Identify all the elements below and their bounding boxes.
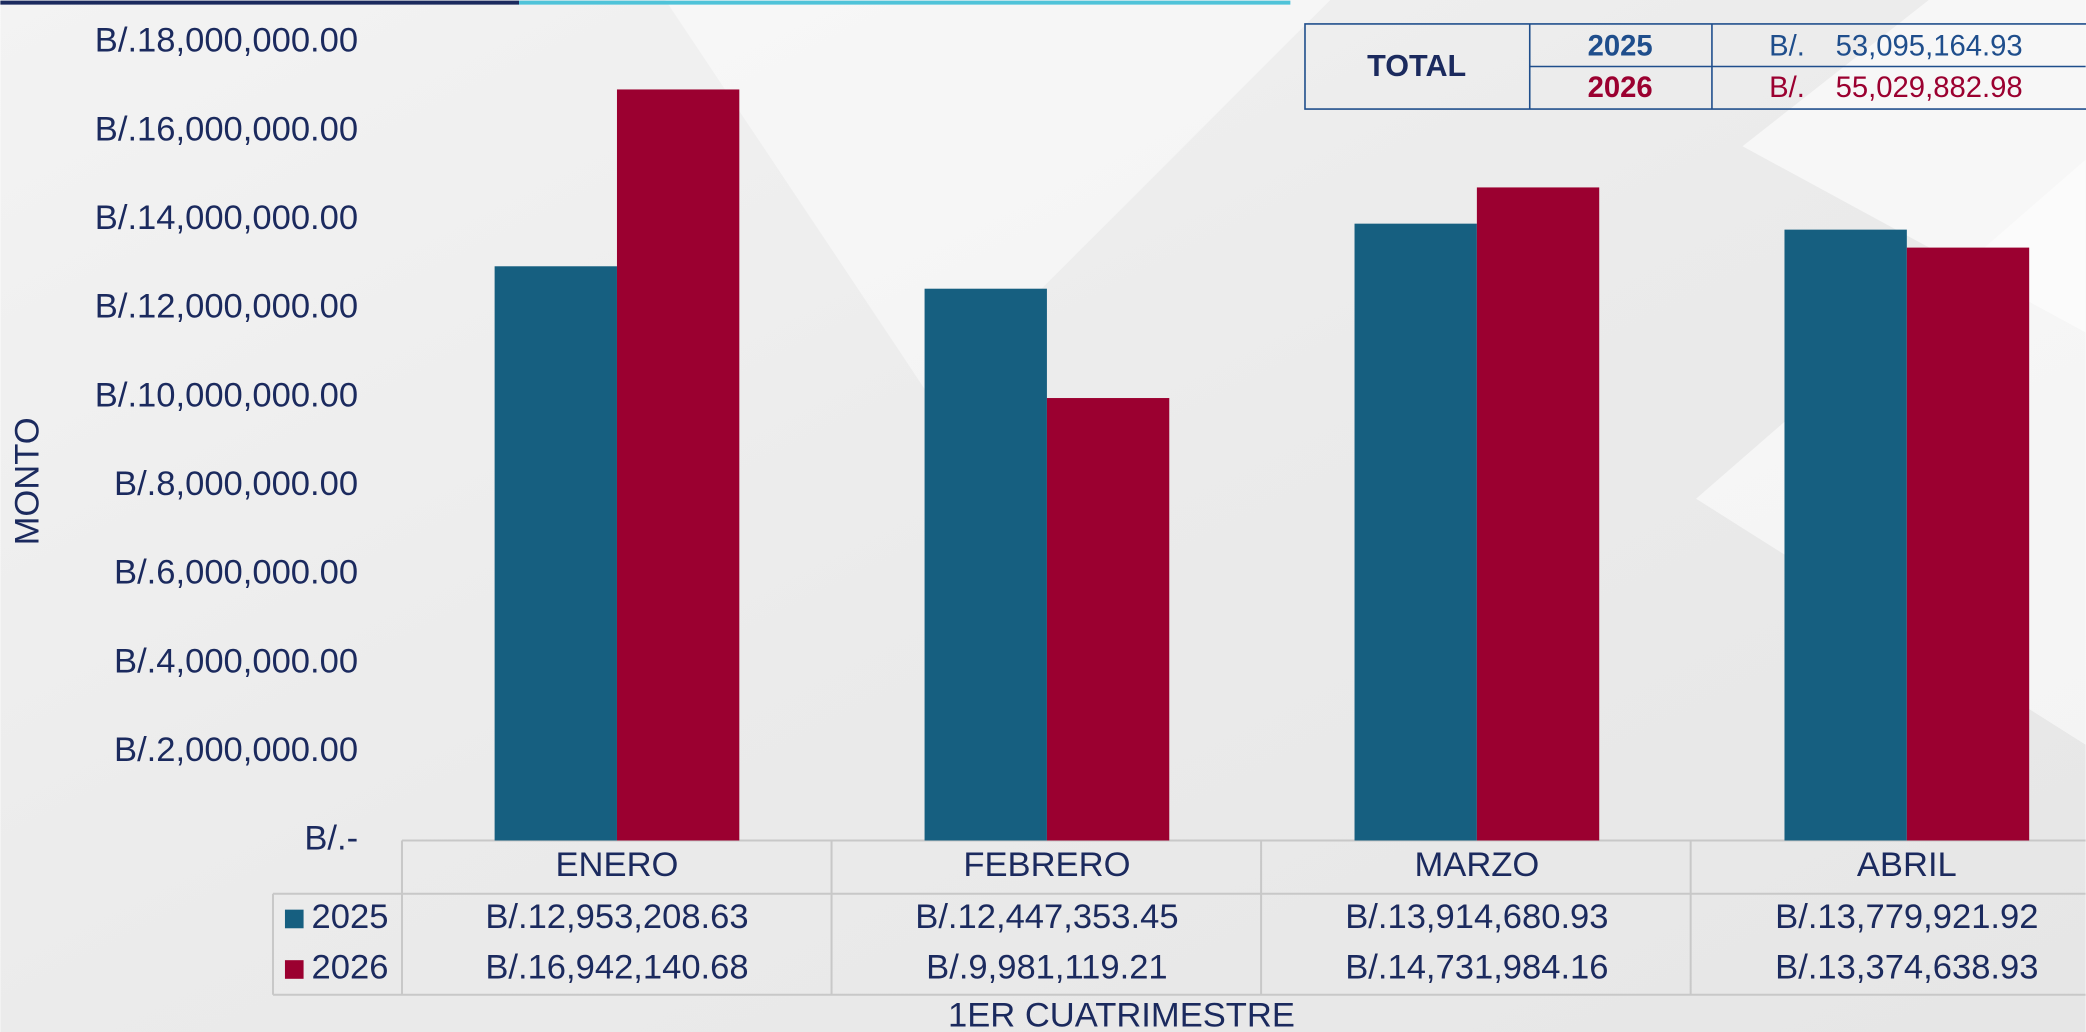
total-amount: 53,095,164.93 [1836,31,2023,63]
data-table-value: B/.12,447,353.45 [915,898,1178,936]
legend-label: 2025 [312,898,389,936]
x-tick-label: MARZO [1414,846,1539,884]
total-table: TOTAL 2025 2026 B/. 53,095,164.93 B/. 55… [1304,23,2086,110]
legend-swatch [284,960,304,979]
total-year: 2025 [1588,31,1653,63]
bar [616,89,740,841]
data-table-value: B/.13,374,638.93 [1775,949,2038,987]
legend-label: 2026 [312,949,389,987]
data-table-value: B/.13,914,680.93 [1345,898,1608,936]
y-tick-label: B/.12,000,000.00 [95,288,358,326]
y-tick-label: B/.8,000,000.00 [114,465,358,503]
y-tick-label: B/.6,000,000.00 [114,554,358,592]
total-currency: B/. [1769,72,1805,104]
y-tick-label: B/.2,000,000.00 [114,731,358,769]
x-tick-label: ABRIL [1857,846,1957,884]
bar [924,288,1047,841]
total-currency: B/. [1769,31,1805,63]
y-tick-label: B/.4,000,000.00 [114,642,358,680]
data-table-value: B/.9,981,119.21 [926,949,1168,987]
legend-swatch [284,909,304,929]
bar [1354,223,1477,841]
y-axis-title: MONTO [9,417,47,545]
total-label: TOTAL [1367,49,1466,83]
x-tick-label: FEBRERO [963,846,1130,884]
y-tick-label: B/.- [304,820,358,858]
bar [494,266,617,841]
x-tick-label: ENERO [556,846,679,884]
total-amount: 55,029,882.98 [1836,72,2023,104]
y-tick-label: B/.10,000,000.00 [95,376,358,414]
data-table-value: B/.13,779,921.92 [1775,898,2038,936]
y-tick-label: B/.16,000,000.00 [95,110,358,148]
total-year: 2026 [1588,72,1653,104]
bar [1906,247,2030,841]
total-border [1304,23,2086,110]
x-axis-title: 1ER CUATRIMESTRE [948,996,1295,1032]
y-tick-label: B/.14,000,000.00 [95,199,358,237]
data-table-value: B/.16,942,140.68 [485,949,748,987]
bar [1046,398,1170,841]
bar [1784,229,1907,841]
data-table-value: B/.12,953,208.63 [485,898,748,936]
y-tick-label: B/.18,000,000.00 [95,22,358,60]
data-table-value: B/.14,731,984.16 [1345,949,1608,987]
bar [1476,187,1600,841]
bg-shape [665,0,1331,399]
